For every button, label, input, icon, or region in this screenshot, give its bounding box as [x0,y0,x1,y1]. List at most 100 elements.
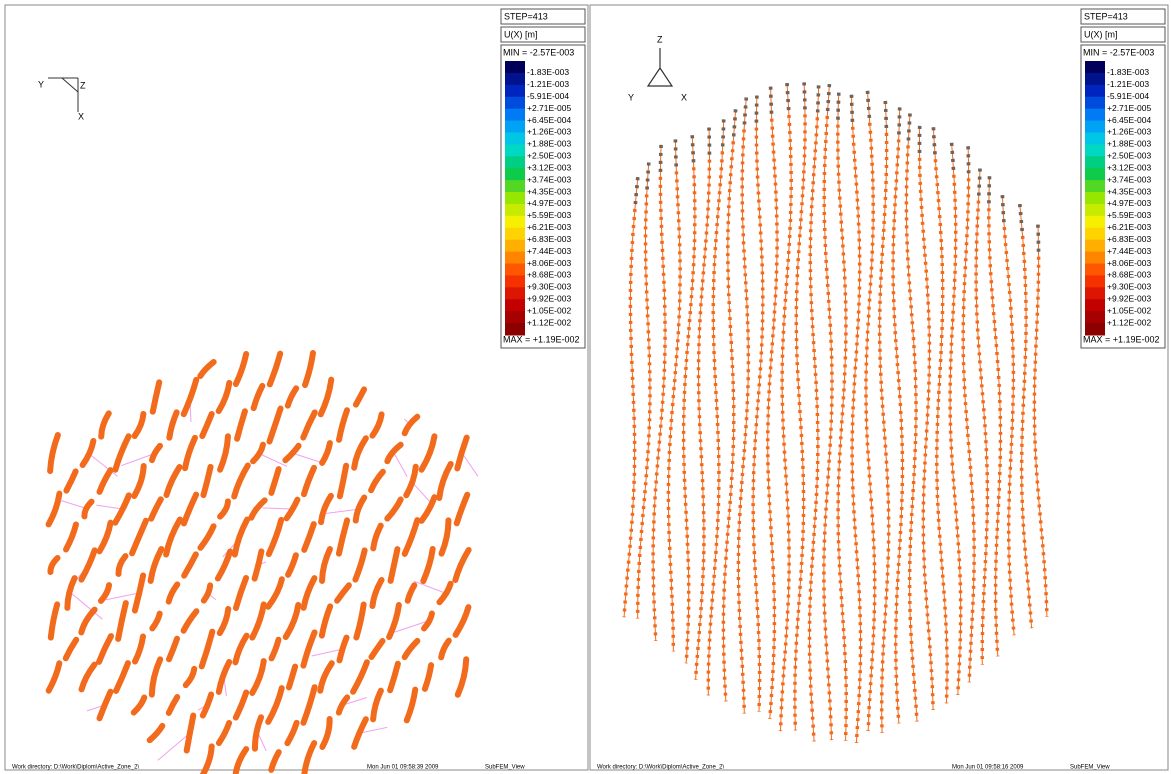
legend-label: +1.12E-002 [527,317,571,327]
legend-swatch [505,168,525,180]
legend-label: -1.21E-003 [527,79,569,89]
legend-label: +2.71E-005 [527,103,571,113]
legend-label: +4.97E-003 [527,198,571,208]
legend-swatch [1085,252,1105,264]
legend-swatch [1085,287,1105,299]
legend-label: +1.26E-003 [527,127,571,137]
legend-swatch [1085,156,1105,168]
legend-swatch [1085,192,1105,204]
legend-label: +3.12E-003 [527,162,571,172]
variable-label: U(X) [m] [1084,29,1118,39]
legend-swatch [1085,240,1105,252]
legend-label: +2.71E-005 [1107,103,1151,113]
axis-label: Z [657,34,663,44]
legend-swatch [1085,264,1105,276]
legend-label: +1.05E-002 [527,305,571,315]
legend-swatch [505,132,525,144]
legend-label: +2.50E-003 [527,151,571,161]
axis-label: X [681,92,687,102]
legend-label: -1.21E-003 [1107,79,1149,89]
variable-label: U(X) [m] [504,29,538,39]
legend-label: +6.45E-004 [527,115,571,125]
legend-swatch [1085,216,1105,228]
legend-label: +1.12E-002 [1107,317,1151,327]
legend-swatch [1085,109,1105,121]
legend-label: +1.05E-002 [1107,305,1151,315]
legend-swatch [505,121,525,133]
legend-label: -1.83E-003 [1107,67,1149,77]
legend-label: +6.83E-003 [527,234,571,244]
legend-swatch [1085,228,1105,240]
timestamp: Mon Jun 01 09:58:16 2009 [952,765,1024,771]
legend-label: +8.68E-003 [1107,270,1151,280]
legend-label: +8.06E-003 [527,258,571,268]
legend-label: +6.83E-003 [1107,234,1151,244]
legend-label: +9.30E-003 [1107,282,1151,292]
legend-max: MAX = +1.19E-002 [503,334,580,344]
step-label: STEP=413 [504,11,548,21]
legend-swatch [1085,168,1105,180]
legend-min: MIN = -2.57E-003 [1083,47,1154,57]
legend-swatch [505,85,525,97]
legend-swatch [505,264,525,276]
legend-label: +9.30E-003 [527,282,571,292]
legend-max: MAX = +1.19E-002 [1083,334,1160,344]
legend-swatch [505,192,525,204]
legend-swatch [1085,180,1105,192]
legend-label: +5.59E-003 [1107,210,1151,220]
legend-label: +4.35E-003 [527,186,571,196]
legend-label: +8.68E-003 [527,270,571,280]
legend-swatch [505,156,525,168]
legend-swatch [505,275,525,287]
legend-swatch [1085,121,1105,133]
legend-min: MIN = -2.57E-003 [503,47,574,57]
legend-label: -5.91E-004 [527,91,569,101]
legend-label: +9.92E-003 [527,294,571,304]
legend-swatch [1085,132,1105,144]
legend-label: -5.91E-004 [1107,91,1149,101]
axis-label: X [78,111,84,121]
legend-label: +1.26E-003 [1107,127,1151,137]
app-name: SubFEM_View [1070,765,1110,771]
legend-swatch [1085,61,1105,73]
legend-swatch [505,216,525,228]
legend-label: +4.35E-003 [1107,186,1151,196]
legend-label: +3.74E-003 [1107,174,1151,184]
app-name: SubFEM_View [485,765,525,771]
legend-swatch [1085,73,1105,85]
legend-swatch [1085,85,1105,97]
step-label: STEP=413 [1084,11,1128,21]
legend-swatch [1085,204,1105,216]
legend-swatch [505,73,525,85]
legend-swatch [1085,97,1105,109]
screen: STEP=413 U(X) [m] MIN = -2.57E-003 -1.83E-0… [0,0,1171,774]
legend-label: +2.50E-003 [1107,151,1151,161]
legend-label: +8.06E-003 [1107,258,1151,268]
legend-label: +6.21E-003 [1107,222,1151,232]
work-directory: Work directory: D:\Work\Diplom\Active_Zo… [597,765,724,771]
legend-swatch [1085,311,1105,323]
legend-swatch [1085,275,1105,287]
work-directory: Work directory: D:\Work\Diplom\Active_Zo… [12,765,139,771]
legend-swatch [505,228,525,240]
legend-label: +6.45E-004 [1107,115,1151,125]
legend-swatch [505,252,525,264]
legend-swatch [505,144,525,156]
legend-swatch [505,61,525,73]
legend-label: +3.12E-003 [1107,162,1151,172]
legend-swatch [505,109,525,121]
axis-label: Y [38,79,44,89]
legend-swatch [505,311,525,323]
legend-label: +9.92E-003 [1107,294,1151,304]
legend-label: +1.88E-003 [1107,139,1151,149]
legend-label: +7.44E-003 [527,246,571,256]
legend-swatch [1085,144,1105,156]
viewport: STEP=413 U(X) [m] MIN = -2.57E-003 -1.83E-0… [590,5,1168,771]
axis-label: Z [80,80,86,90]
legend-swatch [505,240,525,252]
legend-label: +5.59E-003 [527,210,571,220]
legend-label: -1.83E-003 [527,67,569,77]
legend-swatch [505,287,525,299]
legend-label: +7.44E-003 [1107,246,1151,256]
legend-swatch [505,180,525,192]
